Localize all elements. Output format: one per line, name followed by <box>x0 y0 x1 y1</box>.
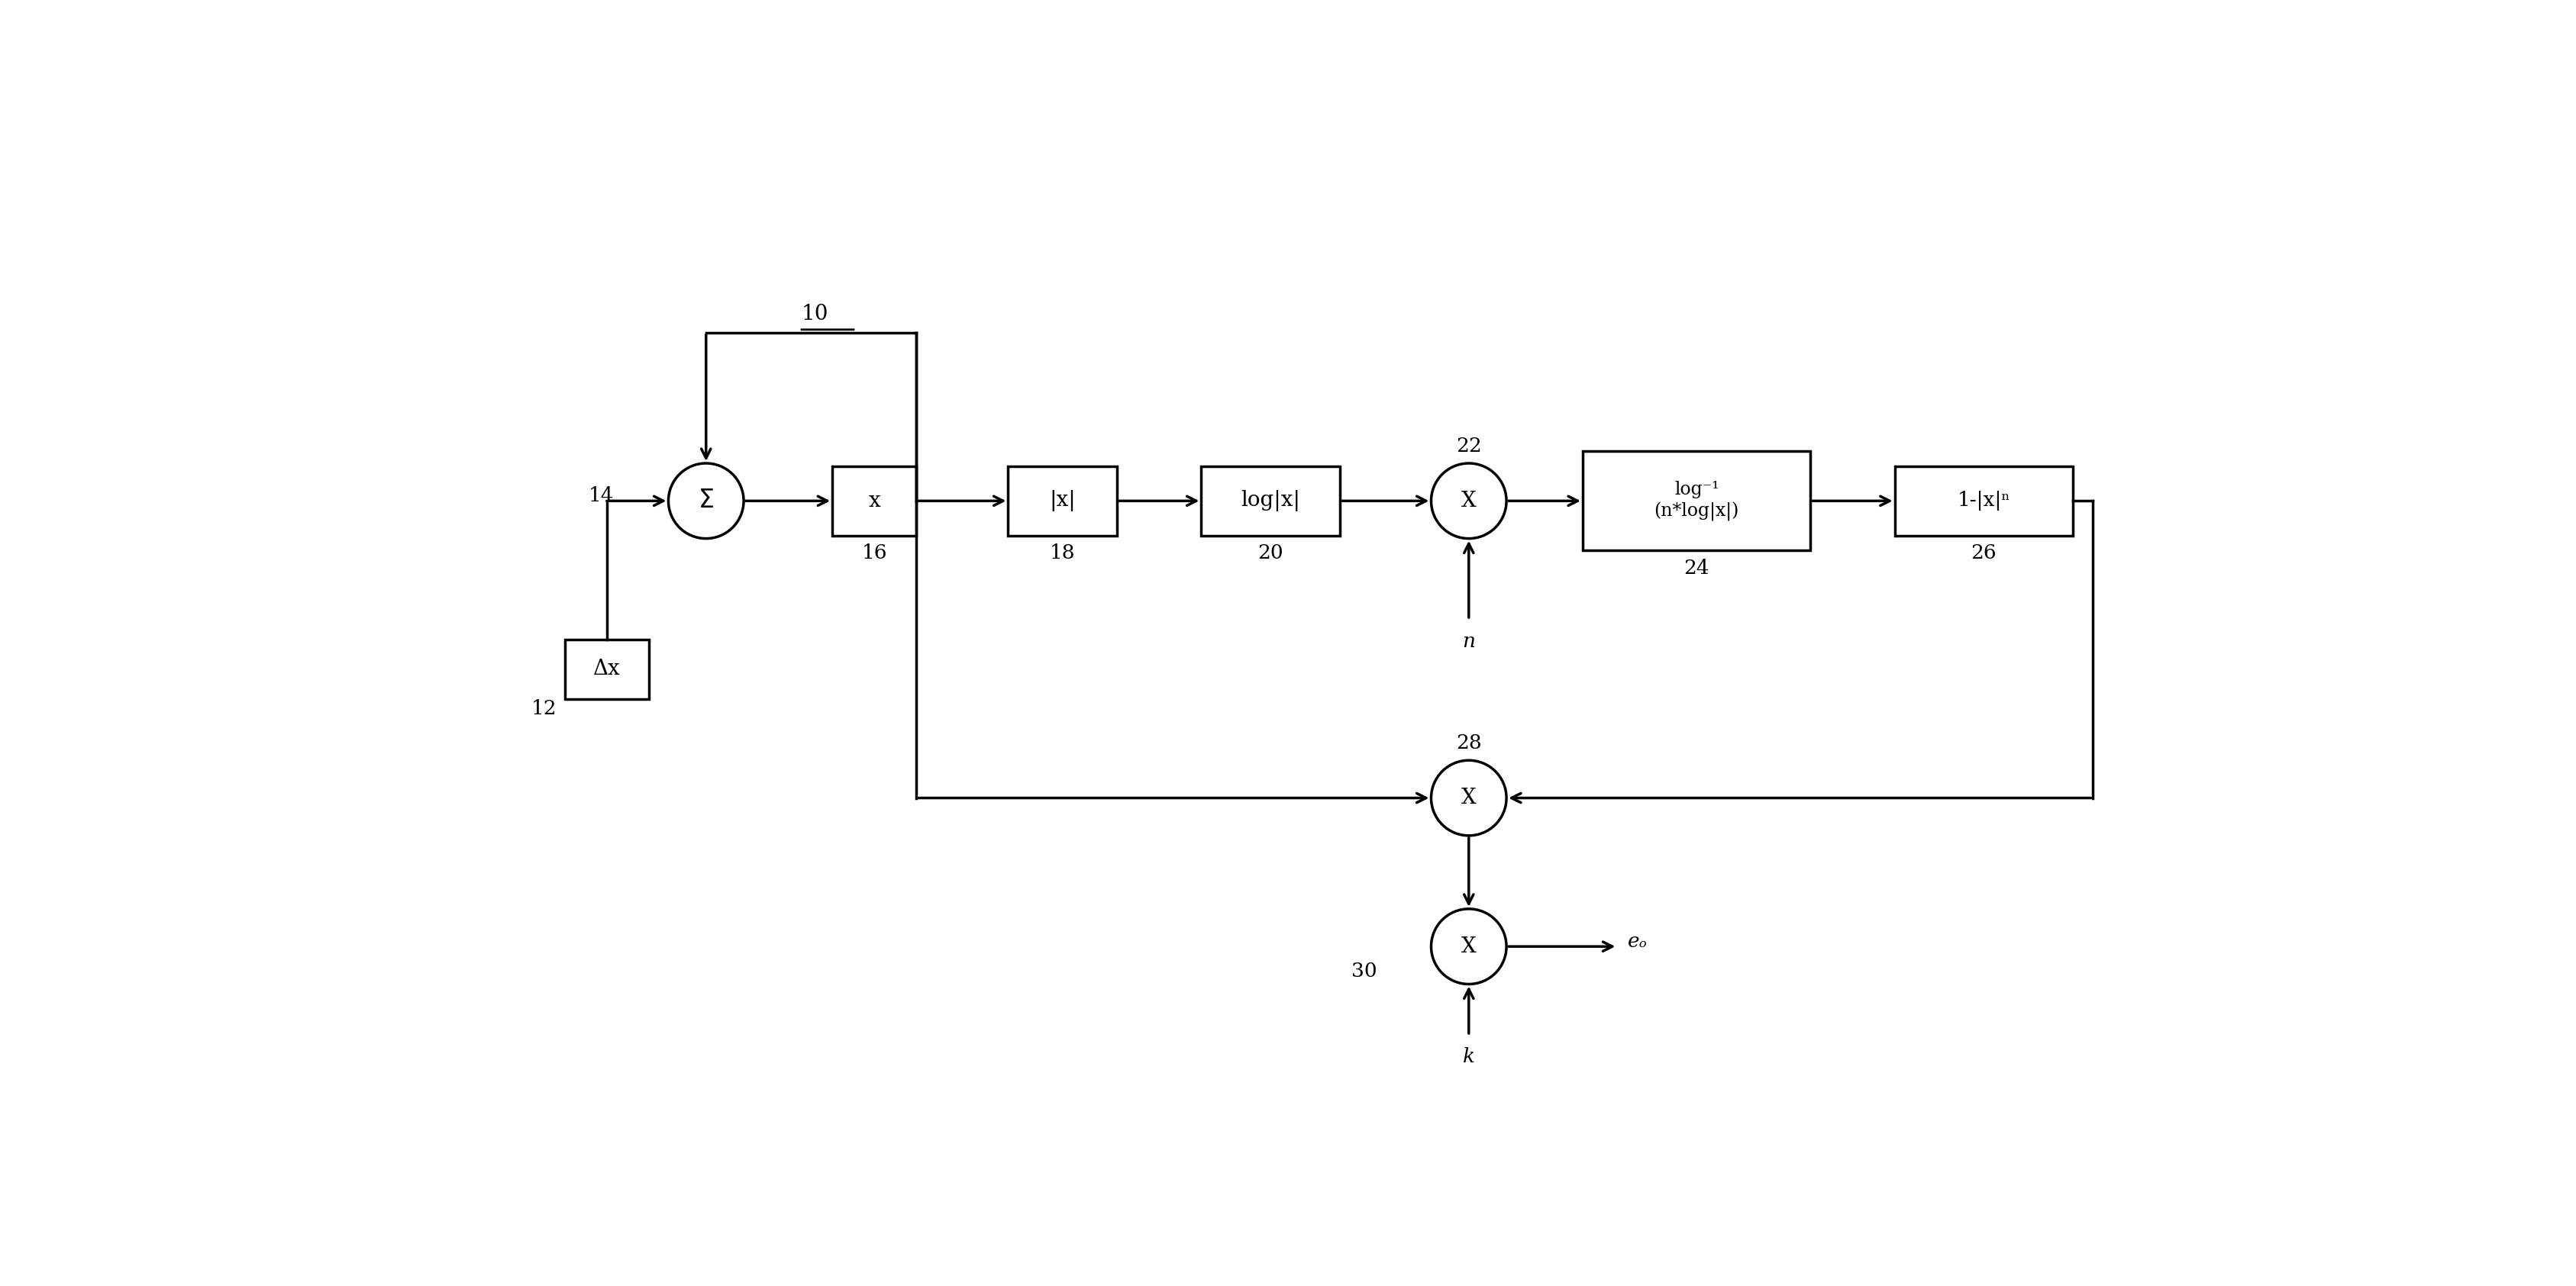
Text: 16: 16 <box>860 544 886 562</box>
Text: 1-|x|ⁿ: 1-|x|ⁿ <box>1958 491 2009 511</box>
Text: 26: 26 <box>1971 544 1996 562</box>
Text: eₒ: eₒ <box>1628 932 1646 952</box>
Text: X: X <box>1461 490 1476 512</box>
Text: log⁻¹
(n*log|x|): log⁻¹ (n*log|x|) <box>1654 481 1739 521</box>
Text: X: X <box>1461 936 1476 957</box>
Text: 28: 28 <box>1455 733 1481 752</box>
Text: $\Sigma$: $\Sigma$ <box>698 489 714 513</box>
Text: X: X <box>1461 787 1476 809</box>
Text: 12: 12 <box>531 700 556 718</box>
Bar <box>564 639 649 700</box>
Bar <box>1896 467 2074 535</box>
Text: 30: 30 <box>1350 962 1376 980</box>
Text: 20: 20 <box>1257 544 1283 562</box>
Text: 24: 24 <box>1685 558 1710 577</box>
Text: n: n <box>1463 631 1476 651</box>
Text: |x|: |x| <box>1048 490 1077 512</box>
Bar <box>1582 451 1811 550</box>
Bar <box>1200 467 1340 535</box>
Text: k: k <box>1463 1048 1476 1066</box>
Text: x: x <box>868 490 881 512</box>
Text: 14: 14 <box>587 486 613 505</box>
Text: 18: 18 <box>1051 544 1074 562</box>
Bar <box>832 467 917 535</box>
Text: Δx: Δx <box>592 658 621 679</box>
Text: 22: 22 <box>1455 436 1481 455</box>
Text: 10: 10 <box>801 303 829 324</box>
Text: log|x|: log|x| <box>1242 490 1301 512</box>
Bar <box>1007 467 1118 535</box>
